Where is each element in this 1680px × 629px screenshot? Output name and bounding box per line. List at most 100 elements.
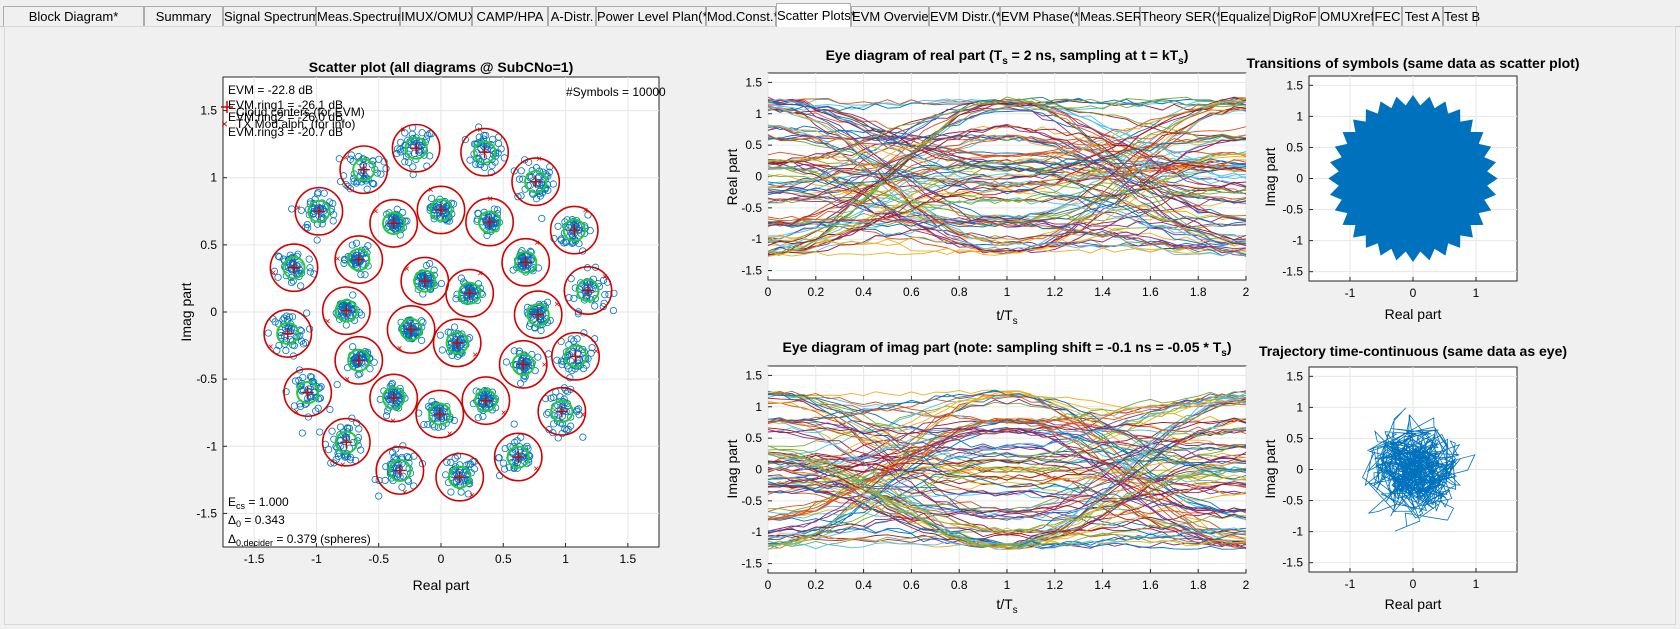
sample-point	[428, 194, 436, 202]
tab-summary[interactable]: Summary	[144, 6, 223, 26]
tab-imux-omux[interactable]: IMUX/OMUX	[400, 6, 476, 26]
evm-ring	[334, 299, 358, 323]
sample-point	[364, 242, 372, 250]
decision-sphere	[432, 318, 482, 368]
decision-sphere	[445, 268, 495, 318]
symbol-cloud	[523, 298, 554, 335]
eye-trace	[767, 100, 1247, 242]
evm-ring	[445, 331, 469, 355]
sample-point	[535, 190, 544, 198]
eye-trace	[767, 134, 1247, 195]
tab-theory-ser[interactable]: Theory SER(*)	[1140, 6, 1226, 26]
eye-real-ytick-labels: 1.5 1 0.5 0 -0.5 -1 -1.5	[741, 75, 762, 277]
sample-point	[605, 290, 613, 299]
tab-power-level-plan[interactable]: Power Level Plan(*)	[596, 6, 712, 26]
x-tick-label: 0.8	[951, 285, 968, 299]
eye-trace	[767, 98, 1247, 241]
tab-block-diagram[interactable]: Block Diagram*	[3, 6, 144, 26]
evm-ring	[334, 430, 358, 454]
sample-point	[418, 336, 426, 345]
tab-mod-const[interactable]: Mod.Const.*	[706, 6, 779, 26]
sample-point	[418, 142, 426, 150]
decision-sphere	[465, 197, 515, 247]
sample-point	[586, 226, 594, 235]
sample-point	[409, 163, 417, 171]
sample-point	[453, 290, 461, 298]
sample-point	[347, 151, 355, 159]
transitions-xtick-labels: -1 0 1	[1345, 286, 1480, 300]
eye-imag-title: Eye diagram of imag part (note: sampling…	[782, 339, 1231, 359]
eye-trace	[767, 99, 1247, 255]
sample-point	[436, 331, 444, 339]
sample-point	[325, 445, 333, 454]
tab-digrof[interactable]: DigRoF	[1270, 6, 1319, 26]
y-tick-label: -1.5	[1282, 556, 1303, 570]
tx-mod-marker: ×	[325, 316, 331, 327]
sample-point	[328, 427, 336, 435]
x-tick-label: 1.6	[1142, 285, 1159, 299]
tab-omuxrefl[interactable]: OMUXrefl	[1319, 6, 1377, 26]
sample-point	[487, 140, 495, 149]
decision-sphere	[460, 127, 510, 177]
sample-point	[510, 347, 518, 355]
sample-point	[517, 379, 525, 387]
sample-point	[313, 236, 321, 244]
sample-point	[273, 346, 281, 355]
tab-meas-ser[interactable]: Meas.SER*	[1079, 6, 1147, 26]
eye-trace	[767, 109, 1247, 251]
sample-point	[349, 291, 357, 299]
sample-point	[563, 426, 571, 434]
tab-camp-hpa[interactable]: CAMP/HPA	[472, 6, 548, 26]
evm-ring	[347, 348, 371, 372]
sample-point	[577, 279, 585, 287]
tab-test-b[interactable]: Test B	[1443, 6, 1480, 26]
evm-total: EVM = -22.8 dB	[228, 83, 313, 97]
eye-trace	[767, 390, 1247, 533]
decision-sphere	[511, 157, 561, 207]
sample-point	[426, 152, 434, 160]
trajectory-xtick-labels: -1 0 1	[1345, 577, 1480, 591]
sample-point	[297, 206, 305, 214]
eye-trace	[767, 217, 1247, 253]
evm-ring	[429, 198, 453, 222]
decision-sphere	[537, 386, 587, 436]
y-tick-label: 0	[210, 305, 217, 319]
eye-imag-ytick-labels: 1.5 1 0.5 0 -0.5 -1 -1.5	[741, 368, 762, 570]
tab-signal-spectrum[interactable]: Signal Spectrum	[223, 6, 319, 26]
sample-point	[341, 451, 349, 459]
sample-point	[375, 492, 383, 500]
sample-point	[394, 223, 402, 231]
tab-test-a[interactable]: Test A	[1402, 6, 1443, 26]
eye-trace	[767, 430, 1247, 481]
sample-point	[357, 311, 366, 319]
sample-point	[449, 466, 458, 474]
sample-point	[479, 142, 488, 150]
sample-point	[466, 156, 474, 164]
tab-meas-spectrum[interactable]: Meas.Spectrum	[316, 6, 408, 26]
tab-scatter-plots[interactable]: Scatter Plots*	[776, 3, 856, 27]
tx-mod-marker: ×	[270, 268, 276, 279]
legend-x-icon: ×	[221, 117, 228, 131]
eye-trace	[767, 390, 1247, 435]
y-tick-label: 1.5	[745, 75, 762, 89]
eye-trace	[767, 458, 1247, 513]
tab-evm-overview[interactable]: EVM Overview	[851, 6, 938, 26]
eye-trace	[767, 458, 1247, 540]
sample-point	[395, 218, 403, 226]
tab-a-distr[interactable]: A-Distr.	[548, 6, 596, 26]
x-tick-label: 1.8	[1190, 285, 1207, 299]
sample-point	[357, 270, 365, 279]
sample-point	[342, 180, 350, 189]
tab-evm-distr[interactable]: EVM Distr.(*)	[929, 6, 1005, 26]
evm-ring	[382, 211, 406, 235]
tab-fec[interactable]: FEC	[1373, 6, 1402, 26]
y-tick-label: -1	[1292, 234, 1303, 248]
decision-sphere	[334, 335, 384, 385]
x-tick-label: 0	[765, 285, 772, 299]
decision-sphere	[513, 290, 563, 340]
evm-ring	[413, 269, 437, 293]
tab-evm-phase[interactable]: EVM Phase(*)	[1000, 6, 1083, 26]
tab-equalizer[interactable]: Equalizer	[1219, 6, 1274, 26]
eye-trace	[767, 392, 1247, 473]
sample-point	[591, 294, 600, 303]
